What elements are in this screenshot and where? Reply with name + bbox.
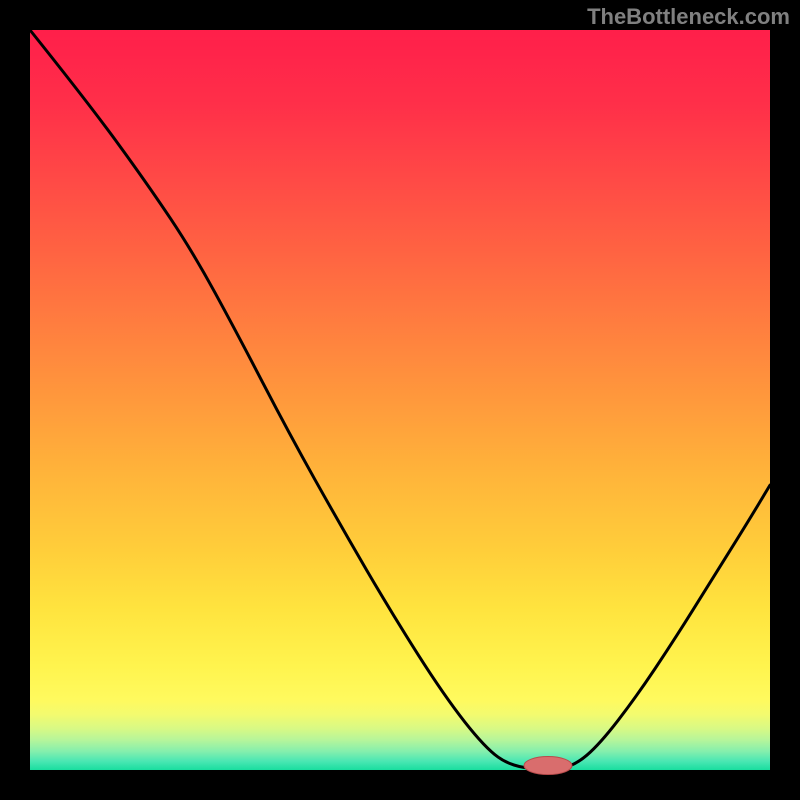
optimal-marker (524, 757, 572, 775)
watermark-text: TheBottleneck.com (587, 4, 790, 30)
chart-container: TheBottleneck.com (0, 0, 800, 800)
plot-background-gradient (30, 30, 770, 770)
bottleneck-chart (0, 0, 800, 800)
